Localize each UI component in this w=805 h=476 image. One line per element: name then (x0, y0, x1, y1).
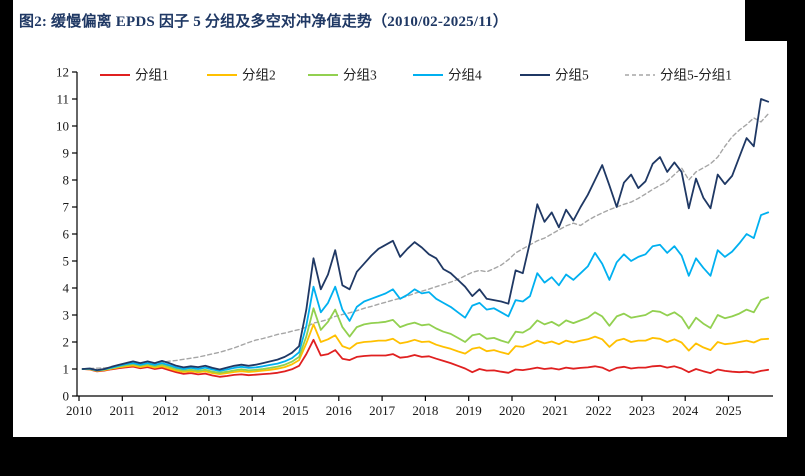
series-line-2 (81, 323, 770, 376)
legend-label-1: 分组1 (135, 68, 169, 83)
y-axis-tick-label: 4 (63, 281, 70, 296)
x-axis-tick-label: 2013 (196, 403, 222, 418)
x-axis-tick-label: 2022 (586, 403, 612, 418)
series-line-6 (81, 113, 769, 370)
axis-lines (76, 72, 773, 397)
chart-panel: 0 1 2 3 4 5 6 7 8 9 10 11 12 2010 2011 2012 2013 2014 2015… (13, 41, 787, 437)
x-axis-tick-label: 2021 (542, 403, 568, 418)
series-line-3 (81, 296, 770, 374)
y-axis-tick-label: 1 (63, 362, 70, 377)
y-axis-tick-label: 0 (63, 389, 70, 404)
x-axis-tick-label: 2019 (456, 403, 482, 418)
x-axis-tick-label: 2025 (716, 403, 742, 418)
y-axis-tick-label: 11 (56, 92, 69, 107)
x-axis-tick-label: 2020 (499, 403, 525, 418)
x-axis-tick-label: 2015 (283, 403, 309, 418)
y-axis-tick-label: 10 (56, 119, 69, 134)
title-bar: 图2: 缓慢偏离 EPDS 因子 5 分组及多空对冲净值走势（2010/02-2… (13, 0, 745, 41)
legend-label-3: 分组3 (343, 68, 377, 83)
legend-label-4: 分组4 (448, 68, 482, 83)
x-axis-tick-label: 2016 (326, 403, 353, 418)
legend-label-6: 分组5-分组1 (660, 68, 732, 83)
x-axis-tick-label: 2017 (369, 403, 396, 418)
series-line-1 (81, 338, 770, 378)
y-axis-tick-label: 5 (63, 254, 70, 269)
y-axis-tick-label: 6 (63, 227, 70, 242)
x-axis-tick-label: 2023 (629, 403, 655, 418)
y-axis-tick-label: 9 (63, 146, 70, 161)
x-axis-tick-label: 2014 (239, 403, 266, 418)
x-axis-tick-label: 2011 (110, 403, 136, 418)
x-axis-tick-label: 2024 (672, 403, 699, 418)
figure-title: 图2: 缓慢偏离 EPDS 因子 5 分组及多空对冲净值走势（2010/02-2… (19, 14, 508, 30)
y-axis-tick-label: 12 (56, 65, 69, 80)
legend-label-5: 分组5 (555, 68, 589, 83)
y-axis-tick-label: 3 (63, 308, 70, 323)
y-axis-tick-label: 8 (63, 173, 70, 188)
x-axis-tick-label: 2010 (66, 403, 92, 418)
x-axis-tick-label: 2012 (153, 403, 179, 418)
y-axis-tick-label: 7 (63, 200, 70, 215)
legend-label-2: 分组2 (242, 68, 276, 83)
series-line-4 (81, 211, 770, 372)
y-axis-tick-label: 2 (63, 335, 70, 350)
series-line-5 (81, 98, 770, 372)
x-axis-tick-label: 2018 (412, 403, 438, 418)
